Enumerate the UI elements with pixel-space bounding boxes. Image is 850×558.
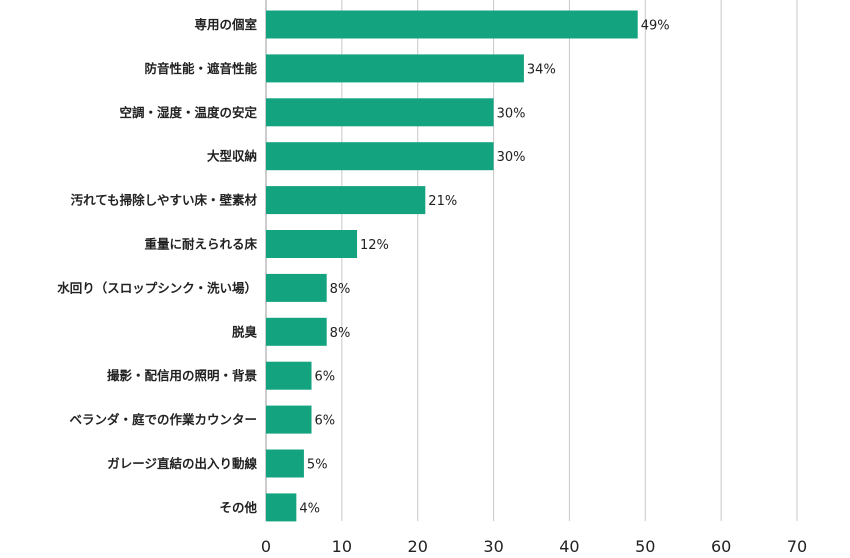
- category-label: ガレージ直結の出入り動線: [107, 456, 257, 471]
- x-tick-label: 30: [483, 537, 503, 556]
- category-label: 汚れても掃除しやすい床・壁素材: [71, 193, 258, 208]
- category-label: 空調・湿度・温度の安定: [119, 105, 257, 120]
- value-label: 6%: [315, 414, 336, 429]
- bar: [266, 273, 327, 302]
- gridlines: [265, 0, 798, 521]
- category-label: 水回り（スロップシンク・洗い場）: [57, 280, 257, 295]
- bar: [266, 98, 494, 127]
- value-label: 8%: [330, 326, 351, 341]
- bar: [266, 493, 297, 522]
- x-axis-tick-labels: 0 10 20 30 40 50 60 70: [261, 537, 807, 556]
- value-label: 8%: [330, 282, 351, 297]
- bar: [266, 405, 312, 434]
- x-tick-label: 70: [787, 537, 807, 556]
- bar: [266, 10, 638, 39]
- x-tick-label: 0: [261, 537, 271, 556]
- bar: [266, 449, 304, 478]
- value-label: 30%: [497, 106, 526, 121]
- category-label: 脱臭: [232, 324, 258, 339]
- x-tick-label: 10: [332, 537, 352, 556]
- bar: [266, 142, 494, 171]
- bars: [266, 10, 638, 522]
- bar: [266, 361, 312, 390]
- value-label: 49%: [641, 19, 670, 34]
- category-label: 撮影・配信用の照明・背景: [107, 368, 258, 383]
- value-label: 6%: [315, 370, 336, 385]
- value-label: 5%: [307, 458, 328, 473]
- x-tick-label: 50: [635, 537, 655, 556]
- value-label: 12%: [360, 238, 389, 253]
- bar: [266, 230, 358, 258]
- category-label: 専用の個室: [194, 17, 257, 32]
- category-label: ベランダ・庭での作業カウンター: [69, 412, 257, 427]
- x-tick-label: 60: [711, 537, 731, 556]
- value-label: 30%: [497, 150, 526, 165]
- category-label: 大型収納: [207, 149, 257, 164]
- value-labels: 49% 34% 30% 30% 21% 12% 8% 8% 6% 6% 5% 4%: [299, 19, 669, 517]
- bar: [266, 317, 327, 346]
- value-label: 34%: [527, 62, 556, 77]
- x-tick-label: 40: [559, 537, 579, 556]
- category-labels: 専用の個室防音性能・遮音性能空調・湿度・温度の安定大型収納汚れても掃除しやすい床…: [57, 17, 257, 515]
- value-label: 4%: [299, 501, 320, 516]
- category-label: その他: [219, 500, 257, 515]
- category-label: 防音性能・遮音性能: [144, 61, 257, 76]
- value-label: 21%: [428, 194, 457, 209]
- bar: [266, 186, 426, 215]
- x-tick-label: 20: [408, 537, 428, 556]
- category-label: 重量に耐えられる床: [144, 237, 257, 252]
- bar: [266, 54, 524, 83]
